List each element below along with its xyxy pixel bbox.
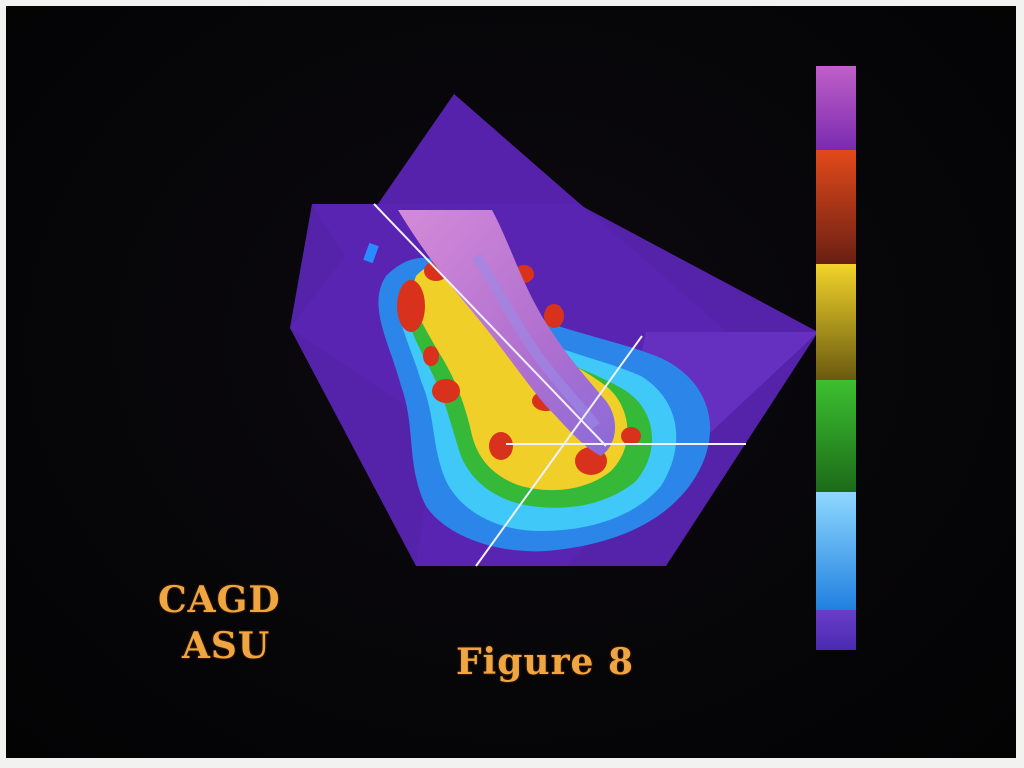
plume-core-texture	[471, 253, 600, 430]
color-scale-green	[816, 380, 856, 492]
color-scale-bar	[816, 66, 856, 650]
volume-visualization	[290, 94, 818, 567]
figure-caption: Figure 8	[456, 641, 635, 683]
figure-photo: CAGD ASU Figure 8	[6, 6, 1016, 758]
plane-blue-spot	[363, 242, 379, 264]
color-scale-cyan	[816, 492, 856, 610]
university-label: ASU	[182, 625, 271, 667]
plume-core	[398, 210, 616, 456]
color-scale-red	[816, 150, 856, 264]
axis-lines	[373, 203, 746, 567]
color-scale-violet	[816, 66, 856, 150]
color-scale-blue	[816, 610, 856, 650]
lab-name-label: CAGD	[158, 579, 281, 621]
color-scale-yellow	[816, 264, 856, 380]
